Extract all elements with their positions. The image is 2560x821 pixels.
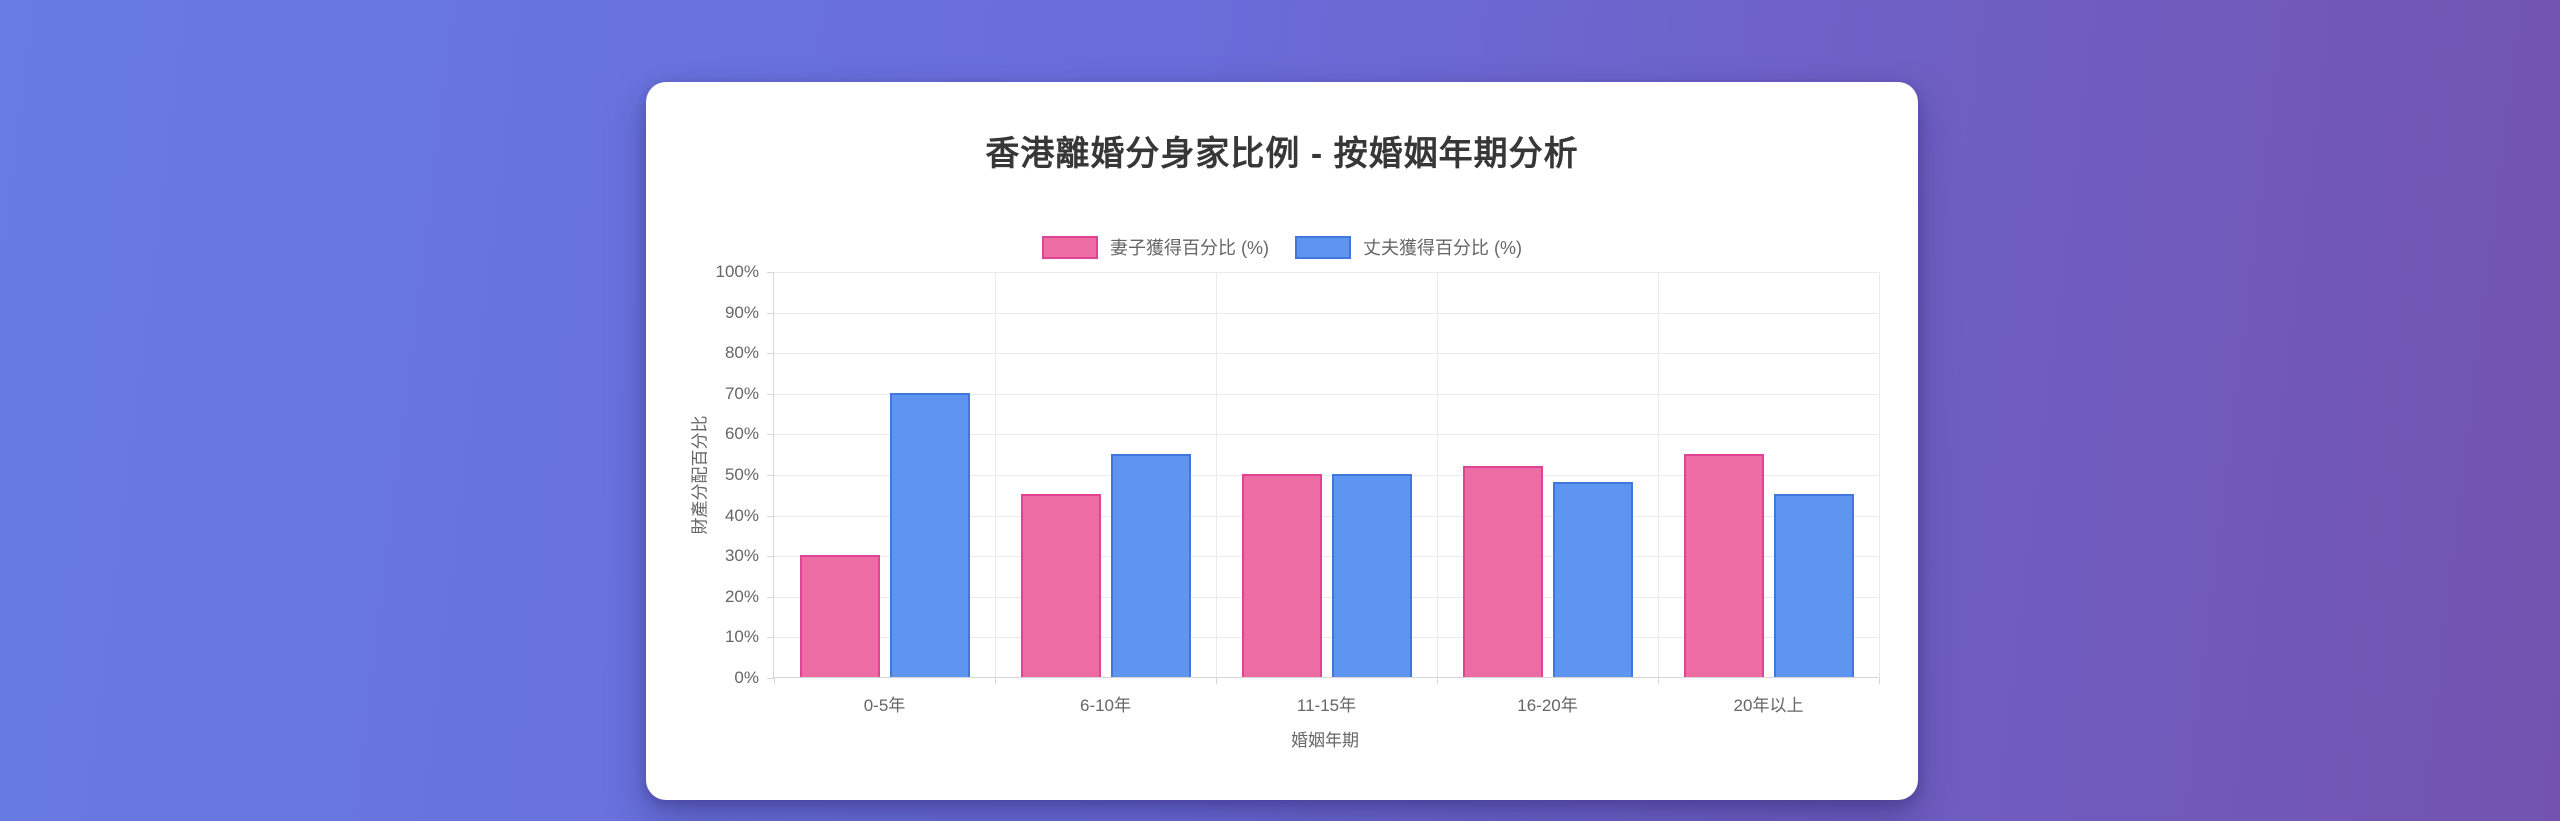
x-tick-mark	[1437, 677, 1438, 684]
y-gridline	[774, 312, 1878, 314]
y-gridline	[774, 637, 1878, 639]
x-tick-label: 11-15年	[1296, 696, 1357, 715]
y-tick-mark	[767, 272, 774, 273]
y-tick-mark	[767, 678, 774, 679]
legend-item-wife[interactable]: 妻子獲得百分比 (%)	[1042, 234, 1269, 260]
y-gridline	[774, 596, 1878, 598]
legend-item-husband[interactable]: 丈夫獲得百分比 (%)	[1295, 234, 1522, 260]
x-tick-mark	[1216, 677, 1217, 684]
y-tick-mark	[767, 393, 774, 395]
x-gridline	[1879, 272, 1880, 677]
bar-wife[interactable]	[799, 555, 880, 677]
bar-wife[interactable]	[1020, 494, 1101, 677]
y-tick-label: 60%	[724, 424, 759, 444]
x-gridline	[995, 272, 996, 677]
y-tick-mark	[767, 475, 774, 476]
x-tick-label: 20年以上	[1733, 696, 1804, 715]
y-axis-title: 財產分配百分比	[690, 415, 710, 535]
plot-area[interactable]: 0% 10% 20% 30% 40% 50% 60% 70% 80% 90% 100% 0-5年 6-1…	[716, 262, 1880, 715]
y-tick-label: 20%	[724, 586, 759, 606]
y-tick-mark	[767, 515, 774, 517]
y-gridline	[774, 393, 1878, 395]
y-tick-mark	[767, 637, 774, 639]
x-gridline	[1216, 272, 1217, 677]
x-axis-title: 婚姻年期	[1291, 731, 1359, 750]
bar-husband[interactable]	[889, 392, 970, 677]
legend-swatch-icon	[1042, 235, 1098, 259]
y-tick-mark	[767, 556, 774, 558]
x-tick-label: 16-20年	[1517, 696, 1578, 715]
bar-husband[interactable]	[1110, 453, 1191, 677]
y-tick-label: 80%	[724, 343, 759, 363]
y-gridline	[774, 556, 1878, 558]
bar-wife[interactable]	[1241, 474, 1322, 677]
y-tick-mark	[767, 596, 774, 598]
y-gridline	[774, 272, 1878, 273]
bar-wife[interactable]	[1462, 465, 1543, 677]
legend-label: 妻子獲得百分比 (%)	[1110, 238, 1269, 258]
y-gridline	[774, 515, 1878, 517]
y-tick-label: 30%	[724, 546, 759, 566]
chart-title: 香港離婚分身家比例 - 按婚姻年期分析	[985, 135, 1579, 173]
y-tick-label: 70%	[724, 383, 759, 403]
y-tick-label: 50%	[724, 465, 759, 484]
y-tick-label: 100%	[715, 262, 759, 281]
x-tick-label: 0-5年	[863, 696, 906, 715]
y-tick-mark	[767, 434, 774, 436]
bar-husband[interactable]	[1331, 474, 1412, 677]
y-gridline	[774, 353, 1878, 355]
y-gridline	[774, 434, 1878, 436]
x-tick-mark	[995, 677, 996, 684]
y-gridline	[774, 475, 1878, 476]
x-tick-mark	[1658, 677, 1659, 684]
y-tick-mark	[767, 312, 774, 314]
y-tick-mark	[767, 353, 774, 355]
bar-husband[interactable]	[1552, 482, 1633, 677]
y-tick-label: 90%	[724, 302, 759, 322]
y-tick-label: 10%	[724, 627, 759, 647]
bar-wife[interactable]	[1683, 453, 1764, 677]
x-gridline	[1658, 272, 1659, 677]
y-tick-label: 40%	[724, 505, 759, 525]
legend-label: 丈夫獲得百分比 (%)	[1363, 238, 1522, 258]
legend-swatch-icon	[1295, 235, 1351, 259]
x-tick-mark	[1879, 677, 1880, 684]
x-gridline	[1437, 272, 1438, 677]
chart-card: 香港離婚分身家比例 - 按婚姻年期分析 妻子獲得百分比 (%) 丈夫獲得百分比 (…	[646, 82, 1918, 800]
bar-husband[interactable]	[1773, 494, 1854, 677]
chart-legend: 妻子獲得百分比 (%) 丈夫獲得百分比 (%)	[646, 234, 1918, 260]
x-tick-label: 6-10年	[1079, 696, 1132, 715]
x-tick-mark	[774, 677, 775, 684]
y-tick-label: 0%	[734, 668, 759, 687]
